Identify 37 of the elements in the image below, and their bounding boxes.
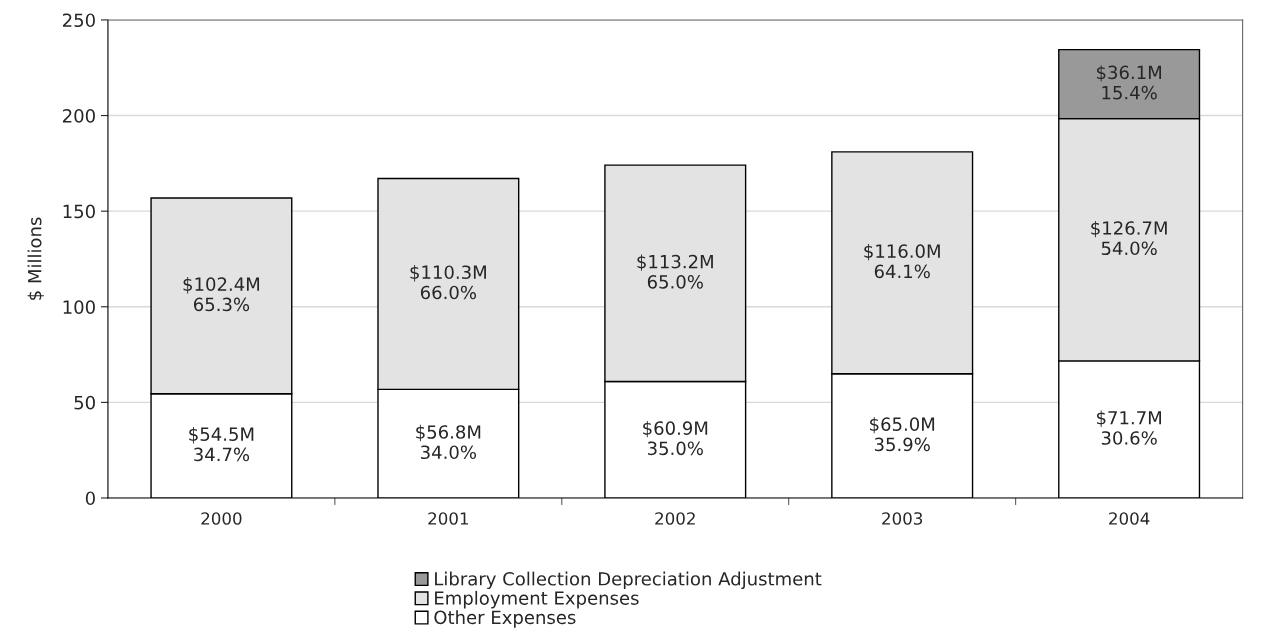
data-label: $71.7M [1096,410,1161,427]
annotation: 30.6% [1101,431,1157,445]
y-axis-title: $ Millions [27,217,44,300]
legend-label: Other Expenses [434,610,576,628]
annotation: 64.1% [874,264,930,279]
data-label: $113.2M [637,254,713,271]
data-label: $56.8M [416,424,481,442]
annotation: 35.0% [647,441,703,456]
annotation: 35.9% [874,437,930,452]
x-tick-label: 2002 [655,512,695,525]
y-tick-label: 150 [63,204,95,219]
data-label: $116.0M [864,243,940,261]
data-label: $60.9M [643,420,708,438]
x-tick-label: 2004 [1109,512,1150,525]
data-label: $110.3M [410,265,486,282]
data-label: $102.4M [183,277,260,294]
legend-label: Employment Expenses [435,590,639,609]
y-tick-label: 100 [63,300,95,314]
annotation: 34.0% [421,445,477,460]
x-tick-label: 2003 [882,512,923,525]
data-label: $54.5M [189,427,254,444]
legend-label: Library Collection Depreciation Adjustment [435,571,822,590]
y-tick-label: 250 [62,13,95,28]
annotation: 65.3% [193,297,250,312]
data-label: $36.1M [1096,65,1161,82]
data-label: $126.7M [1091,220,1167,238]
x-tick-label: 2001 [428,512,468,525]
annotation: 54.0% [1101,241,1157,256]
x-tick-label: 2000 [201,512,242,525]
data-label: $65.0M [870,416,935,434]
annotation: 65.0% [647,275,703,289]
annotation: 34.7% [194,447,250,462]
y-tick-label: 50 [74,395,95,410]
annotation: 15.4% [1102,85,1157,100]
y-tick-label: 0 [85,491,95,506]
annotation: 66.0% [420,285,477,300]
y-tick-label: 200 [62,109,95,123]
